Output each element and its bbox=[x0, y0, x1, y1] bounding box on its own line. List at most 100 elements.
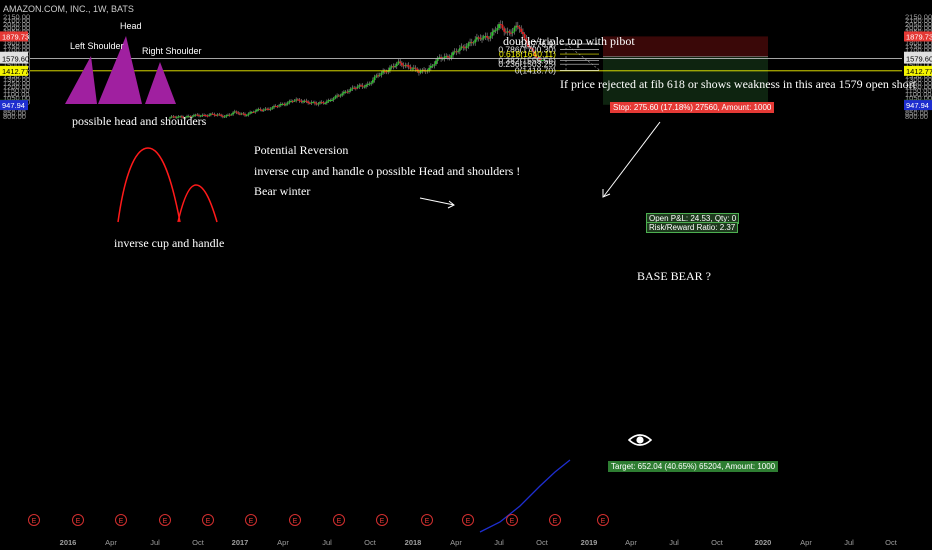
candle bbox=[320, 102, 323, 104]
candle bbox=[334, 96, 337, 99]
bear-winter-label: Bear winter bbox=[254, 184, 311, 198]
candle bbox=[295, 99, 298, 101]
candle bbox=[455, 51, 458, 53]
head-label: Head bbox=[120, 21, 142, 31]
candle bbox=[353, 87, 356, 89]
candle bbox=[354, 88, 357, 90]
candle bbox=[179, 116, 182, 118]
earnings-marker bbox=[245, 514, 257, 526]
possible-hs-label: possible head and shoulders bbox=[72, 114, 207, 128]
y-tick-label: 850.00 bbox=[3, 108, 26, 117]
candle bbox=[448, 57, 451, 59]
earnings-label: E bbox=[337, 518, 342, 525]
candle bbox=[475, 37, 478, 40]
price-badge bbox=[904, 65, 932, 76]
candle bbox=[298, 99, 301, 101]
candle bbox=[406, 65, 408, 67]
right-shoulder-shape bbox=[145, 62, 176, 104]
earnings-marker bbox=[333, 514, 345, 526]
candle bbox=[462, 46, 465, 48]
price-badge-label: 947.94 bbox=[906, 101, 929, 110]
y-tick-label: 1350.00 bbox=[905, 71, 932, 80]
candle bbox=[225, 115, 228, 117]
candle bbox=[375, 75, 378, 77]
left-shoulder-shape bbox=[65, 56, 97, 104]
candle bbox=[417, 71, 420, 73]
candle bbox=[291, 101, 294, 103]
right-shoulder-label: Right Shoulder bbox=[142, 46, 202, 56]
candle bbox=[177, 116, 180, 118]
candle bbox=[366, 83, 369, 85]
candle bbox=[293, 100, 296, 102]
price-level-lines bbox=[30, 56, 902, 72]
candle bbox=[392, 66, 395, 68]
potential-reversion-label: Potential Reversion bbox=[254, 143, 349, 157]
candle bbox=[498, 24, 501, 29]
price-badge bbox=[0, 53, 28, 64]
target-label: Target: 652.04 (40.65%) 65204, Amount: 1… bbox=[608, 461, 779, 472]
earnings-marker bbox=[549, 514, 561, 526]
price-badge-label: 1412.77 bbox=[2, 67, 29, 76]
fib-note-label: If price rejected at fib 618 or shows we… bbox=[560, 77, 916, 91]
pattern-drawings bbox=[65, 36, 661, 223]
candle bbox=[518, 26, 521, 29]
candle bbox=[394, 66, 397, 68]
candle bbox=[440, 57, 443, 59]
price-badge-label: 947.94 bbox=[2, 101, 25, 110]
candle bbox=[198, 115, 200, 117]
candle bbox=[428, 67, 431, 71]
x-tick-label: Jul bbox=[494, 538, 504, 547]
y-tick-label: 1700.00 bbox=[905, 46, 932, 55]
candle bbox=[266, 108, 269, 110]
inverse-cup-hs-label: inverse cup and handle o possible Head a… bbox=[254, 164, 521, 178]
x-tick-label: Apr bbox=[277, 538, 289, 547]
candle bbox=[235, 111, 238, 113]
fib-arrow-head bbox=[602, 189, 611, 198]
candle bbox=[215, 115, 217, 117]
earnings-marker bbox=[597, 514, 609, 526]
candle bbox=[533, 52, 536, 57]
candle bbox=[516, 25, 519, 27]
candle bbox=[242, 113, 245, 115]
pointer-arrow bbox=[419, 197, 455, 206]
candle bbox=[506, 31, 509, 33]
candle bbox=[346, 91, 349, 93]
earnings-marker bbox=[28, 514, 40, 526]
candle bbox=[300, 100, 303, 102]
head-shape bbox=[98, 36, 142, 104]
candle bbox=[458, 48, 461, 51]
ma-line bbox=[479, 459, 571, 533]
x-tick-label: Apr bbox=[800, 538, 812, 547]
candle bbox=[180, 116, 183, 118]
candle bbox=[348, 90, 350, 92]
stop-label: Stop: 275.60 (17.18%) 27560, Amount: 100… bbox=[610, 102, 775, 113]
price-badge-label: 1579.60 bbox=[2, 55, 29, 64]
candle bbox=[182, 117, 185, 119]
candle bbox=[310, 102, 313, 104]
x-tick-label: Jul bbox=[844, 538, 854, 547]
candle bbox=[467, 43, 470, 47]
stop-zone bbox=[603, 36, 768, 57]
price-badge bbox=[0, 31, 28, 42]
fib-label: 0.786(1700.30) bbox=[498, 45, 556, 55]
y-tick-label: 1200.00 bbox=[3, 83, 30, 92]
candle bbox=[356, 86, 359, 89]
candle bbox=[470, 42, 473, 44]
eye-icon[interactable] bbox=[628, 432, 652, 448]
candle bbox=[452, 52, 454, 56]
candle bbox=[244, 114, 246, 116]
candle bbox=[493, 30, 495, 32]
earnings-marker bbox=[115, 514, 127, 526]
candle bbox=[385, 71, 388, 73]
y-tick-label: 2050.00 bbox=[3, 20, 30, 29]
candle bbox=[337, 95, 340, 97]
candle bbox=[199, 115, 202, 117]
candle bbox=[360, 85, 362, 87]
earnings-label: E bbox=[249, 518, 254, 525]
candle bbox=[503, 28, 506, 32]
candle bbox=[378, 74, 381, 76]
price-badge-label: 1879.73 bbox=[2, 32, 29, 41]
earnings-marker bbox=[159, 514, 171, 526]
